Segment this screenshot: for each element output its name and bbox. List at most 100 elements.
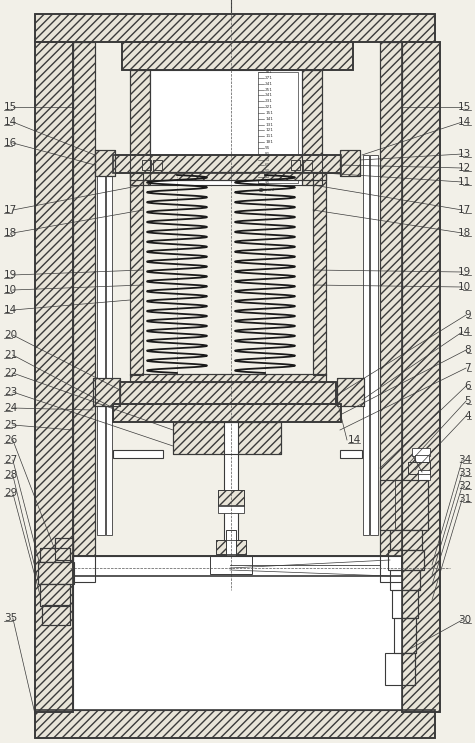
- Bar: [380, 42, 402, 582]
- Bar: [93, 378, 120, 406]
- Text: 10: 10: [458, 282, 471, 292]
- Text: 61: 61: [265, 163, 270, 167]
- Bar: [122, 42, 353, 70]
- Text: 19: 19: [4, 270, 17, 280]
- Bar: [402, 42, 440, 712]
- Bar: [106, 155, 112, 535]
- Bar: [313, 173, 326, 375]
- Bar: [153, 160, 162, 170]
- Text: 16: 16: [4, 138, 17, 148]
- Text: 31: 31: [458, 494, 471, 504]
- Text: 15: 15: [458, 102, 471, 112]
- Bar: [380, 480, 428, 530]
- Bar: [95, 150, 115, 176]
- Bar: [130, 173, 143, 375]
- Text: 26: 26: [4, 435, 17, 445]
- Bar: [340, 450, 362, 458]
- Bar: [120, 382, 336, 404]
- Bar: [35, 710, 435, 738]
- Text: 251: 251: [265, 88, 273, 91]
- Text: 91: 91: [265, 146, 270, 150]
- Bar: [313, 173, 326, 375]
- Text: 271: 271: [265, 76, 273, 80]
- Bar: [392, 590, 418, 618]
- Bar: [122, 42, 353, 70]
- Text: 17: 17: [458, 205, 471, 215]
- Bar: [337, 378, 364, 406]
- Bar: [38, 562, 74, 584]
- Bar: [218, 505, 244, 513]
- Bar: [390, 570, 420, 590]
- Text: 32: 32: [458, 481, 471, 491]
- Bar: [291, 160, 300, 170]
- Text: 10: 10: [4, 285, 17, 295]
- Text: 35: 35: [4, 613, 17, 623]
- Bar: [68, 562, 296, 567]
- Bar: [113, 155, 341, 173]
- Bar: [380, 480, 428, 530]
- Bar: [90, 576, 386, 588]
- Text: 27: 27: [4, 455, 17, 465]
- Bar: [68, 567, 296, 572]
- Bar: [113, 404, 341, 422]
- Bar: [216, 540, 246, 554]
- Bar: [402, 42, 440, 712]
- Text: 29: 29: [4, 488, 17, 498]
- Text: 22: 22: [4, 368, 17, 378]
- Bar: [210, 556, 252, 574]
- Bar: [340, 150, 360, 176]
- Text: 24: 24: [4, 403, 17, 413]
- Text: 33: 33: [458, 468, 471, 478]
- Bar: [113, 155, 341, 173]
- Text: 81: 81: [265, 152, 270, 156]
- Text: 14: 14: [348, 435, 361, 445]
- Text: 28: 28: [4, 470, 17, 480]
- Bar: [303, 160, 312, 170]
- Text: 231: 231: [265, 100, 273, 103]
- Bar: [113, 450, 163, 458]
- Bar: [408, 462, 430, 474]
- Bar: [35, 42, 73, 712]
- Text: 7: 7: [465, 363, 471, 373]
- Text: 23: 23: [4, 387, 17, 397]
- Text: 9: 9: [465, 310, 471, 320]
- Bar: [388, 550, 424, 570]
- Bar: [73, 42, 95, 582]
- Bar: [113, 404, 341, 422]
- Text: 25: 25: [4, 420, 17, 430]
- Bar: [73, 42, 95, 582]
- Bar: [73, 556, 402, 710]
- Text: 31: 31: [265, 181, 270, 185]
- Bar: [210, 556, 252, 574]
- Bar: [370, 155, 378, 535]
- Bar: [394, 618, 416, 653]
- Bar: [142, 160, 151, 170]
- Bar: [390, 530, 422, 550]
- Bar: [385, 653, 415, 685]
- Bar: [394, 618, 416, 653]
- Bar: [40, 548, 70, 562]
- Bar: [385, 653, 415, 685]
- Bar: [408, 462, 430, 474]
- Bar: [412, 448, 430, 456]
- Bar: [216, 540, 246, 554]
- Bar: [35, 710, 435, 738]
- Bar: [226, 530, 236, 610]
- Text: 21: 21: [4, 350, 17, 360]
- Bar: [120, 382, 336, 404]
- Bar: [130, 172, 326, 180]
- Text: 34: 34: [458, 455, 471, 465]
- Text: 18: 18: [4, 228, 17, 238]
- Bar: [392, 590, 418, 618]
- Text: 101: 101: [265, 140, 273, 144]
- Text: 14: 14: [458, 327, 471, 337]
- Bar: [218, 490, 244, 506]
- Text: 151: 151: [265, 111, 273, 115]
- Bar: [218, 490, 244, 506]
- Bar: [388, 550, 424, 570]
- Bar: [418, 470, 430, 480]
- Bar: [173, 422, 281, 454]
- Bar: [73, 556, 402, 576]
- Text: 111: 111: [265, 134, 273, 138]
- Bar: [153, 160, 162, 170]
